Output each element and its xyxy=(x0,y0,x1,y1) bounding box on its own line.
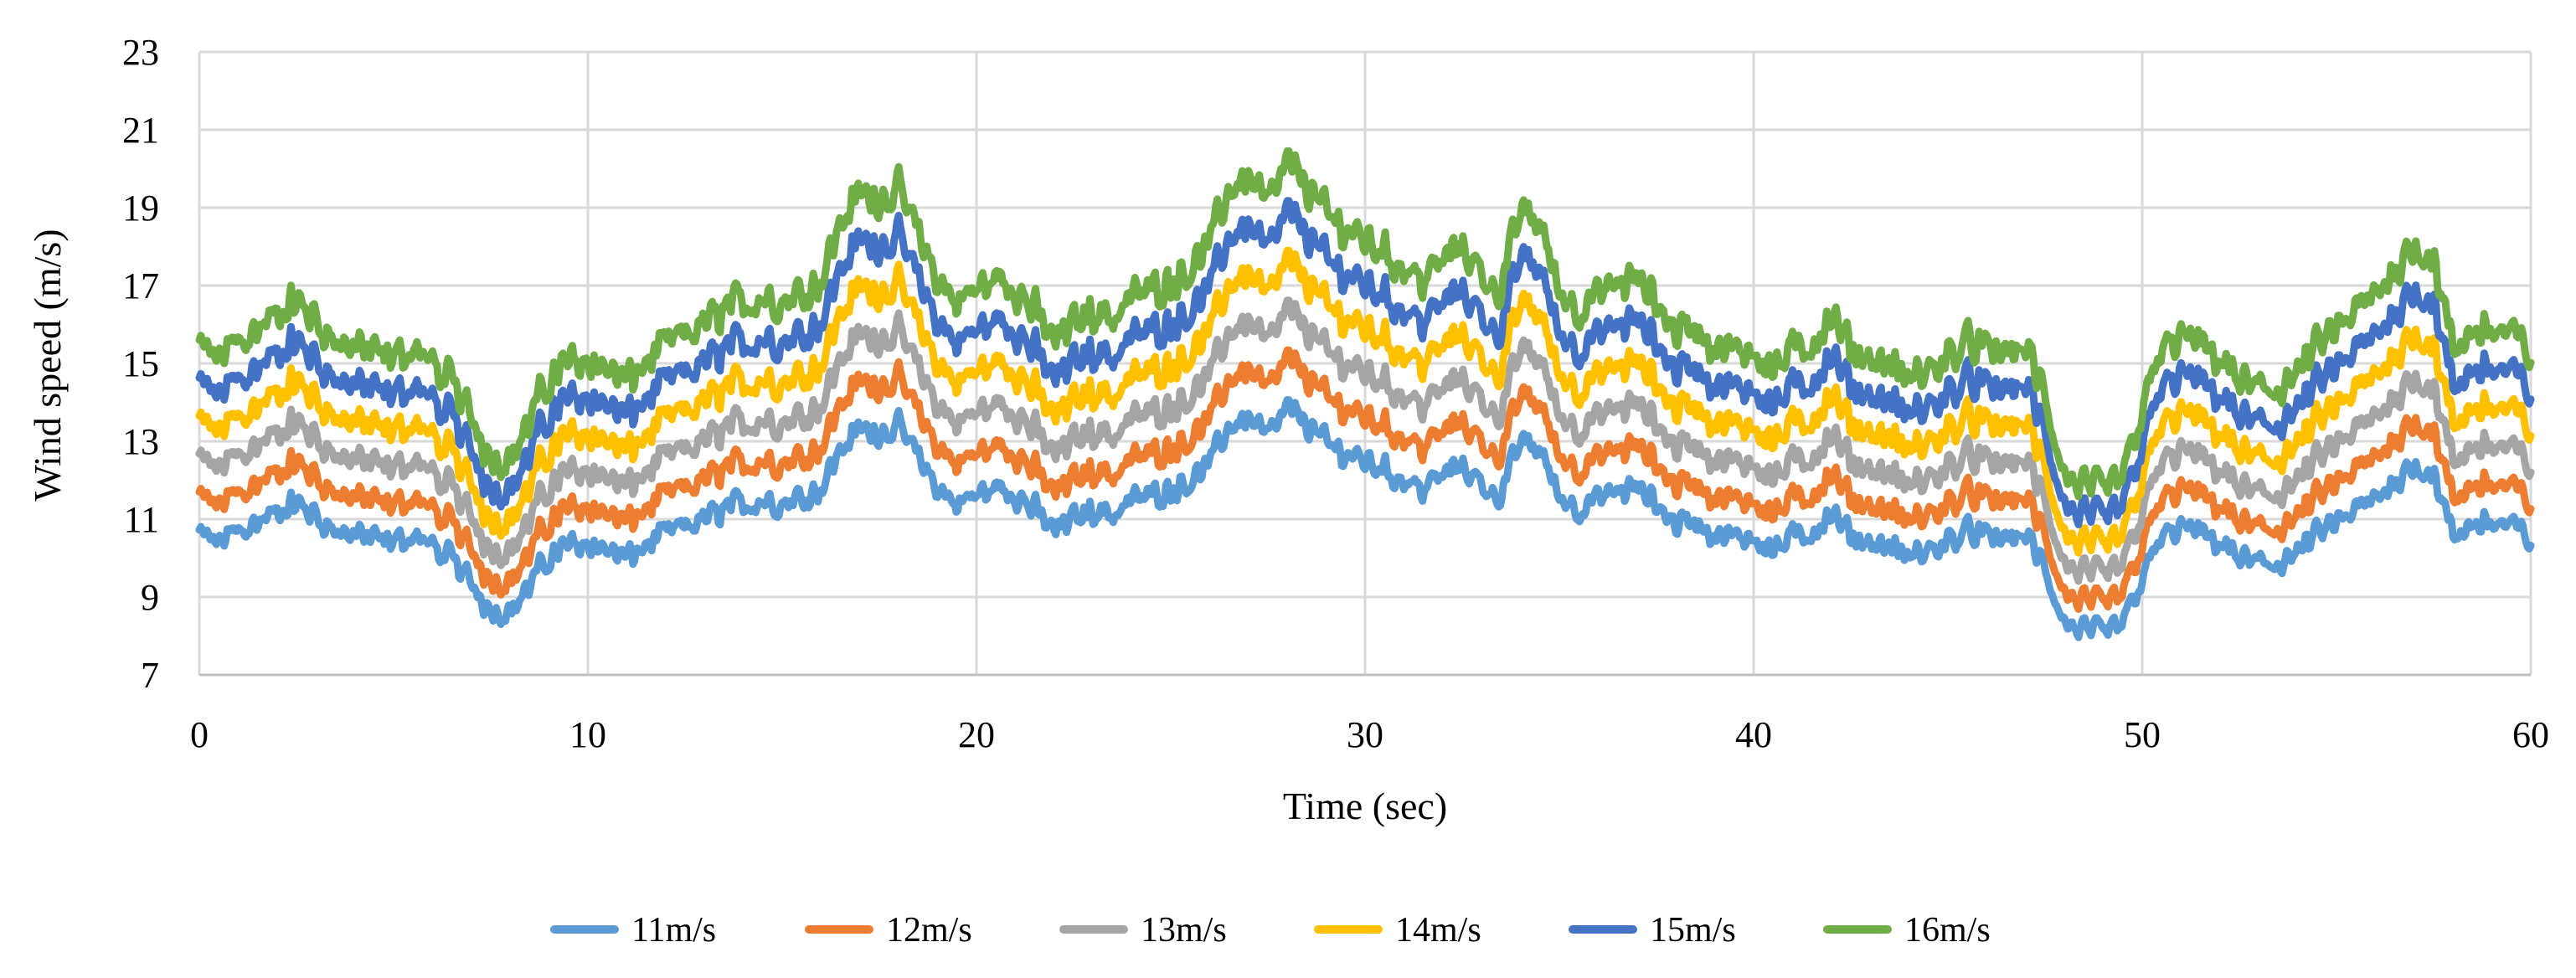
y-tick-label: 13 xyxy=(122,421,159,462)
legend-label: 14m/s xyxy=(1395,911,1481,950)
legend: 11m/s 12m/s 13m/s 14m/s 15m/s 16m/s xyxy=(550,911,1991,950)
y-tick-label: 9 xyxy=(141,577,159,618)
x-tick-label: 50 xyxy=(2124,714,2161,755)
series-line-14m-s xyxy=(195,246,2535,557)
legend-label: 11m/s xyxy=(631,911,716,950)
y-tick-label: 23 xyxy=(122,32,159,73)
y-tick-label: 17 xyxy=(122,265,159,306)
x-tick-label: 40 xyxy=(1735,714,1772,755)
series-lines xyxy=(195,147,2535,641)
y-tick-label: 7 xyxy=(141,655,159,696)
y-tick-label: 11 xyxy=(124,499,159,540)
x-tick-label: 0 xyxy=(190,714,209,755)
series-line-15m-s xyxy=(195,197,2535,528)
y-tick-label: 15 xyxy=(122,343,159,384)
legend-label: 16m/s xyxy=(1904,911,1991,950)
series-line-12m-s xyxy=(195,346,2535,613)
y-tick-label: 21 xyxy=(122,110,159,151)
legend-label: 13m/s xyxy=(1141,911,1227,950)
x-tick-label: 20 xyxy=(958,714,995,755)
series-line-11m-s xyxy=(195,396,2535,641)
y-tick-label: 19 xyxy=(122,188,159,229)
series-line-16m-s xyxy=(195,147,2535,501)
x-axis-title: Time (sec) xyxy=(1283,785,1447,827)
legend-label: 15m/s xyxy=(1650,911,1736,950)
legend-label: 12m/s xyxy=(886,911,972,950)
x-tick-labels: 0 10 20 30 40 50 60 xyxy=(190,714,2549,755)
x-tick-label: 60 xyxy=(2512,714,2549,755)
y-tick-labels: 7 9 11 13 15 17 19 21 23 xyxy=(122,32,159,696)
x-tick-label: 10 xyxy=(569,714,606,755)
series-line-13m-s xyxy=(195,296,2535,585)
y-axis-title: Wind speed (m/s) xyxy=(26,229,69,501)
x-tick-label: 30 xyxy=(1347,714,1383,755)
